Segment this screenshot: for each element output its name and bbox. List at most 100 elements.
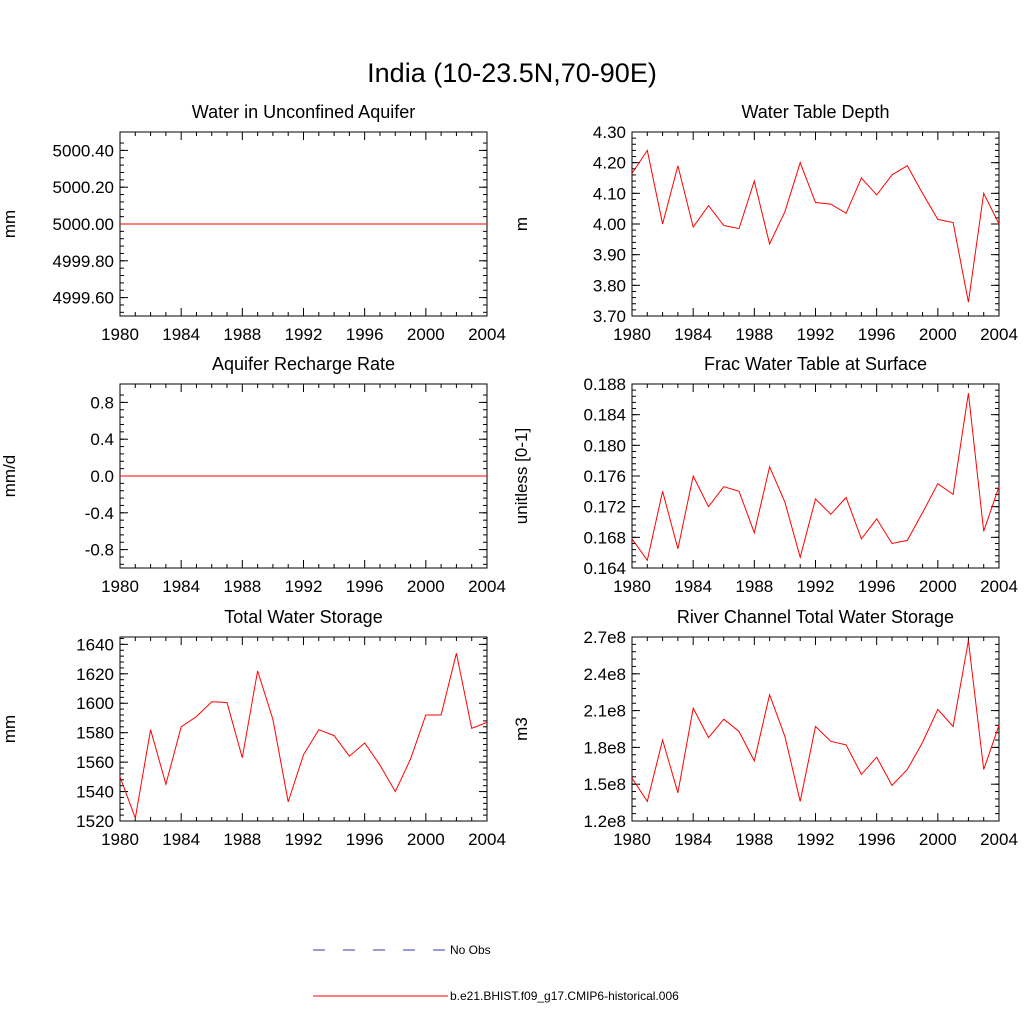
figure-title: India (10-23.5N,70-90E) xyxy=(367,58,657,88)
y-tick-label: 4.00 xyxy=(593,215,626,234)
y-tick-label: 0.188 xyxy=(583,375,626,394)
y-tick-label: 0.8 xyxy=(90,393,114,412)
panel-title: Water in Unconfined Aquifer xyxy=(192,102,415,122)
x-tick-label: 1996 xyxy=(858,577,896,596)
series-line xyxy=(631,149,1000,303)
y-tick-label: 1520 xyxy=(76,812,114,831)
y-tick-label: 1640 xyxy=(76,635,114,654)
x-tick-label: 1996 xyxy=(858,325,896,344)
x-tick-label: 1992 xyxy=(797,577,835,596)
y-tick-label: 0.172 xyxy=(583,498,626,517)
y-tick-label: 5000.40 xyxy=(53,141,114,160)
y-tick-label: -0.4 xyxy=(85,504,114,523)
y-axis-label: m xyxy=(512,217,531,231)
y-tick-label: 1580 xyxy=(76,724,114,743)
x-tick-label: 1984 xyxy=(674,325,712,344)
x-tick-label: 2000 xyxy=(919,830,957,849)
y-tick-label: 5000.00 xyxy=(53,215,114,234)
y-tick-label: 1600 xyxy=(76,694,114,713)
legend-model-label: b.e21.BHIST.f09_g17.CMIP6-historical.006 xyxy=(450,989,679,1003)
x-tick-label: 1980 xyxy=(101,577,139,596)
x-tick-label: 2004 xyxy=(980,577,1018,596)
x-tick-label: 1988 xyxy=(223,577,261,596)
y-tick-label: 5000.20 xyxy=(53,178,114,197)
x-tick-label: 1988 xyxy=(223,325,261,344)
x-tick-label: 2004 xyxy=(980,325,1018,344)
y-axis-label: mm xyxy=(0,210,19,238)
x-tick-label: 1984 xyxy=(162,577,200,596)
y-tick-label: 0.184 xyxy=(583,406,626,425)
panel-title: River Channel Total Water Storage xyxy=(677,607,954,627)
x-tick-label: 1984 xyxy=(162,830,200,849)
x-tick-label: 1988 xyxy=(223,830,261,849)
y-axis-label: mm xyxy=(0,715,19,743)
panel-1: Water in Unconfined Aquifer mm 1980 1984 198… xyxy=(0,102,506,344)
x-tick-label: 1988 xyxy=(735,830,773,849)
y-tick-label: -0.8 xyxy=(85,541,114,560)
legend-obs-label: No Obs xyxy=(450,943,491,957)
x-tick-label: 1996 xyxy=(858,830,896,849)
x-tick-label: 1992 xyxy=(797,325,835,344)
x-tick-label: 2000 xyxy=(919,325,957,344)
plot-frame xyxy=(631,383,1000,569)
y-tick-label: 4.10 xyxy=(593,184,626,203)
x-tick-label: 1992 xyxy=(285,325,323,344)
y-tick-label: 1540 xyxy=(76,783,114,802)
y-tick-label: 1560 xyxy=(76,753,114,772)
x-tick-label: 2000 xyxy=(407,830,445,849)
x-tick-label: 1980 xyxy=(101,325,139,344)
x-tick-label: 1980 xyxy=(613,325,651,344)
panel-4: Frac Water Table at Surface unitless [0-1… xyxy=(512,354,1018,596)
x-tick-label: 1992 xyxy=(285,830,323,849)
x-tick-label: 2000 xyxy=(919,577,957,596)
y-axis-label: mm/d xyxy=(0,455,19,498)
panel-title: Frac Water Table at Surface xyxy=(704,354,927,374)
y-tick-label: 4.30 xyxy=(593,123,626,142)
y-tick-label: 0.4 xyxy=(90,430,114,449)
plot-frame xyxy=(631,636,1000,822)
series-line xyxy=(631,640,1000,803)
y-tick-label: 0.168 xyxy=(583,528,626,547)
y-tick-label: 0.176 xyxy=(583,467,626,486)
x-tick-label: 1996 xyxy=(346,325,384,344)
plot-frame xyxy=(119,636,488,822)
x-tick-label: 2004 xyxy=(468,325,506,344)
panel-title: Aquifer Recharge Rate xyxy=(212,354,395,374)
x-tick-label: 1988 xyxy=(735,577,773,596)
x-tick-label: 2004 xyxy=(468,830,506,849)
panel-2: Water Table Depth m 1980 1984 1988 1992 1996 20… xyxy=(512,102,1018,344)
x-tick-label: 2004 xyxy=(980,830,1018,849)
panel-title: Total Water Storage xyxy=(224,607,382,627)
y-tick-label: 0.180 xyxy=(583,436,626,455)
x-tick-label: 2000 xyxy=(407,577,445,596)
panel-5: Total Water Storage mm 1980 1984 1988 1992 199… xyxy=(0,607,506,849)
x-tick-label: 1984 xyxy=(674,830,712,849)
x-tick-label: 1996 xyxy=(346,830,384,849)
y-tick-label: 2.1e8 xyxy=(583,702,626,721)
x-tick-label: 1988 xyxy=(735,325,773,344)
panel-title: Water Table Depth xyxy=(741,102,889,122)
plot-frame xyxy=(631,131,1000,317)
y-tick-label: 3.70 xyxy=(593,307,626,326)
x-tick-label: 1992 xyxy=(797,830,835,849)
x-tick-label: 1984 xyxy=(674,577,712,596)
y-tick-label: 4.20 xyxy=(593,154,626,173)
y-tick-label: 1.8e8 xyxy=(583,738,626,757)
y-tick-label: 3.80 xyxy=(593,276,626,295)
x-tick-label: 1980 xyxy=(613,830,651,849)
x-tick-label: 2004 xyxy=(468,577,506,596)
y-tick-label: 2.4e8 xyxy=(583,665,626,684)
y-tick-label: 0.164 xyxy=(583,559,626,578)
y-tick-label: 4999.80 xyxy=(53,252,114,271)
series-line xyxy=(631,393,1000,562)
y-tick-label: 0.0 xyxy=(90,467,114,486)
y-tick-label: 2.7e8 xyxy=(583,628,626,647)
x-tick-label: 1992 xyxy=(285,577,323,596)
panels: Water in Unconfined Aquifer mm 1980 1984 198… xyxy=(0,102,1018,849)
y-tick-label: 4999.60 xyxy=(53,289,114,308)
x-tick-label: 1980 xyxy=(613,577,651,596)
x-tick-label: 1996 xyxy=(346,577,384,596)
y-tick-label: 1.5e8 xyxy=(583,775,626,794)
